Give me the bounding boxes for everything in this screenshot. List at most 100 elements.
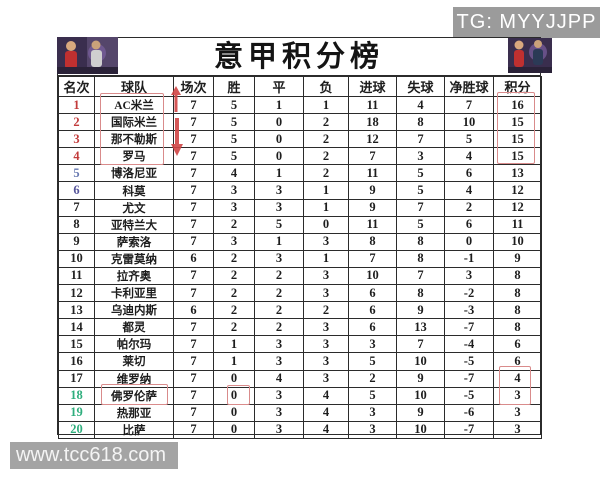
stat-cell: 7 [173,386,214,405]
rank-cell: 10 [58,249,95,268]
stat-cell: -7 [444,318,494,337]
stat-cell: 8 [396,232,445,251]
stat-cell: 8 [396,284,445,303]
stat-cell: 8 [493,301,542,320]
stat-cell: -3 [444,301,494,320]
stat-cell: 9 [348,181,397,200]
stat-cell: 4 [213,164,255,183]
stat-cell: 7 [173,215,214,234]
rank-cell: 3 [58,130,95,149]
stat-cell: 7 [173,198,214,217]
stat-cell: 8 [348,232,397,251]
standings-table: 名次 球队 场次胜平负进球 失球 净胜球 积分 1 AC米兰 7 5 1 1 11 4 7 16 2 国际米兰 7… [58,76,542,439]
stat-cell: 2 [444,198,494,217]
stat-cell: 5 [213,95,255,115]
stat-cell: 2 [348,369,397,388]
stat-cell: 5 [396,215,445,234]
stat-cell: 9 [396,369,445,388]
team-cell: 科莫 [94,181,174,200]
stat-cell: 4 [303,403,349,422]
team-cell: 佛罗伦萨 [94,386,174,405]
rank-cell: 4 [58,147,95,166]
stat-cell: 5 [444,130,494,149]
stat-cell: 10 [396,352,445,371]
rank-cell: 5 [58,164,95,183]
table-row: 9 萨索洛 7 3 1 3 8 8 0 10 [58,232,542,251]
column-header: 积分 [493,76,542,97]
rank-cell: 7 [58,198,95,217]
table-row: 20 比萨 7 0 3 4 3 10 -7 3 [58,420,542,439]
stat-cell: 3 [348,420,397,439]
team-cell: 都灵 [94,318,174,337]
stat-cell: 6 [348,301,397,320]
table-row: 10 克雷莫纳 6 2 3 1 7 8 -1 9 [58,249,542,268]
stat-cell: 7 [173,113,214,132]
stat-cell: 15 [493,147,542,166]
stat-cell: 8 [493,266,542,286]
stat-cell: 3 [493,403,542,422]
stat-cell: 3 [254,352,304,371]
stat-cell: -6 [444,403,494,422]
team-cell: 罗马 [94,147,174,166]
stat-cell: 1 [303,95,349,115]
stat-cell: 7 [173,266,214,286]
stat-cell: 10 [444,113,494,132]
stat-cell: 4 [303,386,349,405]
rank-cell: 17 [58,369,95,388]
stat-cell: 2 [213,284,255,303]
stat-cell: 0 [254,113,304,132]
stat-cell: 8 [493,284,542,303]
stat-cell: 2 [254,284,304,303]
stat-cell: 1 [303,249,349,268]
column-header: 失球 [396,76,445,97]
team-cell: 乌迪内斯 [94,301,174,320]
stat-cell: 6 [348,318,397,337]
column-header: 球队 [94,76,174,97]
stat-cell: 7 [396,198,445,217]
column-header: 平 [254,76,304,97]
team-cell: 萨索洛 [94,232,174,251]
table-row: 17 维罗纳 7 0 4 3 2 9 -7 4 [58,369,542,388]
stat-cell: 7 [348,147,397,166]
stat-cell: 7 [173,130,214,149]
table-row: 4 罗马 7 5 0 2 7 3 4 15 [58,147,542,166]
stat-cell: 3 [254,198,304,217]
stat-cell: 4 [303,420,349,439]
column-header: 名次 [58,76,95,97]
tg-watermark: TG: MYYJJPP [453,7,600,38]
stat-cell: 1 [303,181,349,200]
stat-cell: 1 [303,198,349,217]
stat-cell: 10 [396,420,445,439]
stat-cell: 12 [348,130,397,149]
stat-cell: 3 [444,266,494,286]
stat-cell: 4 [396,95,445,115]
table-row: 12 卡利亚里 7 2 2 3 6 8 -2 8 [58,284,542,303]
stat-cell: 4 [444,181,494,200]
stat-cell: 5 [396,181,445,200]
stat-cell: -7 [444,420,494,439]
table-row: 15 帕尔玛 7 1 3 3 3 7 -4 6 [58,335,542,354]
stat-cell: 5 [348,386,397,405]
stat-cell: 12 [493,181,542,200]
stat-cell: 12 [493,198,542,217]
team-cell: 帕尔玛 [94,335,174,354]
table-row: 5 博洛尼亚 7 4 1 2 11 5 6 13 [58,164,542,183]
team-cell: 卡利亚里 [94,284,174,303]
table-row: 2 国际米兰 7 5 0 2 18 8 10 15 [58,113,542,132]
stat-cell: 2 [303,113,349,132]
table-row: 8 亚特兰大 7 2 5 0 11 5 6 11 [58,215,542,234]
rank-cell: 9 [58,232,95,251]
stat-cell: 7 [173,284,214,303]
team-cell: 维罗纳 [94,369,174,388]
table-row: 13 乌迪内斯 6 2 2 2 6 9 -3 8 [58,301,542,320]
team-cell: 热那亚 [94,403,174,422]
stat-cell: 2 [303,164,349,183]
stat-cell: -1 [444,249,494,268]
stat-cell: 3 [493,420,542,439]
stat-cell: 11 [348,95,397,115]
stat-cell: 9 [348,198,397,217]
stat-cell: 1 [254,95,304,115]
stat-cell: 3 [348,403,397,422]
stat-cell: 2 [213,318,255,337]
stat-cell: 3 [254,181,304,200]
